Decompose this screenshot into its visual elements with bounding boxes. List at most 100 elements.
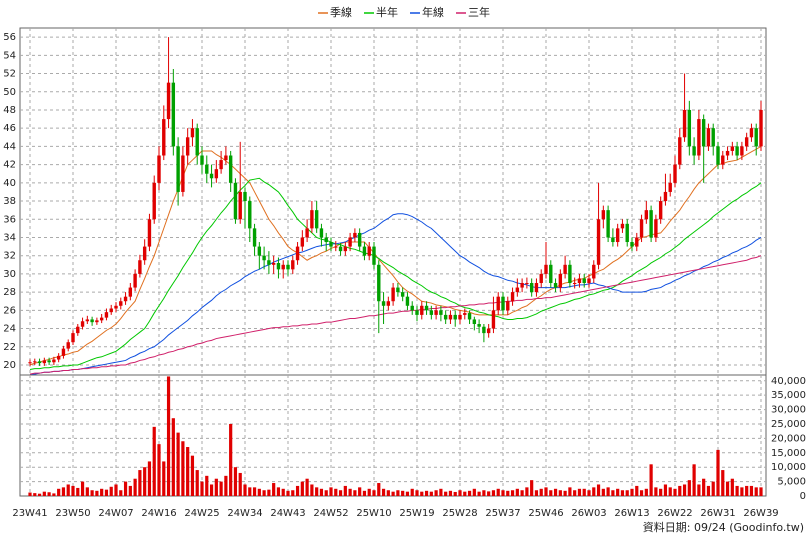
volume-bar bbox=[152, 426, 156, 496]
y-tick-label: 46 bbox=[3, 123, 16, 134]
ma-line bbox=[29, 145, 762, 366]
volume-tick-label: 5,000 bbox=[777, 477, 806, 488]
volume-bar bbox=[587, 490, 591, 496]
x-tick-label: 25W10 bbox=[356, 508, 391, 519]
candle-body bbox=[42, 360, 47, 364]
x-tick-label: 26W22 bbox=[657, 508, 692, 519]
volume-bar bbox=[396, 490, 400, 496]
candle-body bbox=[649, 210, 653, 238]
volume-bar bbox=[272, 483, 276, 496]
volume-bar bbox=[291, 490, 295, 496]
candle-body bbox=[606, 210, 610, 238]
volume-bar bbox=[625, 490, 629, 496]
candle-body bbox=[228, 155, 233, 183]
candle-body bbox=[711, 128, 715, 147]
volume-bar bbox=[33, 493, 37, 496]
candle-body bbox=[338, 246, 343, 252]
candle-body bbox=[99, 317, 104, 321]
candle-body bbox=[262, 255, 266, 261]
candle-body bbox=[310, 210, 314, 229]
volume-bar bbox=[482, 490, 486, 496]
candle-body bbox=[37, 361, 42, 364]
volume-bar bbox=[109, 486, 113, 496]
volume-bar bbox=[596, 484, 601, 496]
volume-bar bbox=[219, 481, 223, 496]
candle-body bbox=[205, 164, 209, 174]
volume-bar bbox=[295, 485, 300, 496]
volume-bar bbox=[305, 478, 309, 496]
candle-body bbox=[553, 283, 558, 288]
candle-body bbox=[682, 109, 687, 138]
volume-bar bbox=[458, 490, 462, 496]
volume-bar bbox=[635, 485, 639, 496]
y-tick-label: 30 bbox=[3, 269, 16, 280]
candle-body bbox=[185, 137, 190, 156]
ma-line bbox=[29, 255, 762, 375]
candle-body bbox=[663, 191, 668, 202]
volume-bar bbox=[300, 481, 304, 496]
candle-body bbox=[353, 232, 357, 238]
volume-bar bbox=[577, 488, 582, 496]
candle-body bbox=[348, 237, 352, 247]
volume-bar bbox=[510, 490, 515, 496]
candle-body bbox=[71, 333, 75, 343]
y-tick-label: 32 bbox=[3, 251, 16, 262]
volume-bar bbox=[682, 484, 687, 496]
candle-body bbox=[56, 355, 61, 360]
volume-bar bbox=[706, 485, 711, 496]
candle-body bbox=[510, 292, 515, 302]
candle-body bbox=[434, 310, 438, 315]
x-tick-label: 23W50 bbox=[55, 508, 90, 519]
candle-body bbox=[620, 223, 625, 229]
volume-bar bbox=[262, 490, 266, 496]
volume-bar bbox=[114, 484, 118, 496]
volume-bar bbox=[711, 481, 715, 496]
y-tick-label: 50 bbox=[3, 87, 16, 98]
y-tick-label: 34 bbox=[3, 232, 16, 243]
volume-bar bbox=[171, 418, 175, 496]
volume-tick-label: 20,000 bbox=[771, 433, 806, 444]
candle-body bbox=[329, 242, 333, 247]
volume-panel bbox=[19, 374, 767, 497]
volume-bar bbox=[687, 480, 691, 496]
volume-bar bbox=[740, 487, 744, 496]
candle-body bbox=[415, 310, 419, 315]
candle-body bbox=[463, 313, 467, 315]
volume-bar bbox=[415, 490, 419, 496]
candle-body bbox=[295, 246, 300, 261]
candle-body bbox=[300, 237, 305, 247]
legend: 季線 半年 年線 三年 bbox=[318, 5, 490, 19]
volume-bar bbox=[501, 490, 505, 496]
candle-body bbox=[735, 146, 739, 156]
candle-body bbox=[725, 150, 730, 156]
volume-bar bbox=[716, 449, 720, 496]
candle-body bbox=[343, 246, 348, 252]
candle-body bbox=[195, 128, 199, 156]
candle-body bbox=[362, 246, 367, 256]
volume-bar bbox=[162, 461, 166, 496]
candle-body bbox=[76, 326, 80, 334]
volume-bar bbox=[659, 488, 663, 496]
x-tick-label: 25W37 bbox=[485, 508, 520, 519]
candle-body bbox=[529, 283, 534, 293]
candle-body bbox=[515, 287, 520, 293]
volume-bar bbox=[205, 475, 209, 496]
candle-body bbox=[162, 119, 166, 156]
volume-bar bbox=[80, 481, 85, 496]
x-tick-label: 24W07 bbox=[98, 508, 133, 519]
candle-body bbox=[486, 328, 491, 334]
candle-body bbox=[635, 237, 639, 247]
volume-bar bbox=[128, 485, 132, 496]
candle-body bbox=[410, 305, 414, 311]
candle-body bbox=[372, 246, 376, 265]
volume-bar bbox=[611, 490, 615, 496]
candle-body bbox=[238, 191, 242, 220]
volume-bar bbox=[276, 487, 281, 496]
volume-bar bbox=[553, 488, 558, 496]
y-tick-label: 28 bbox=[3, 287, 16, 298]
volume-bar bbox=[663, 484, 668, 496]
volume-bar bbox=[649, 464, 653, 496]
legend-label: 三年 bbox=[468, 5, 490, 19]
volume-bar bbox=[616, 488, 620, 496]
